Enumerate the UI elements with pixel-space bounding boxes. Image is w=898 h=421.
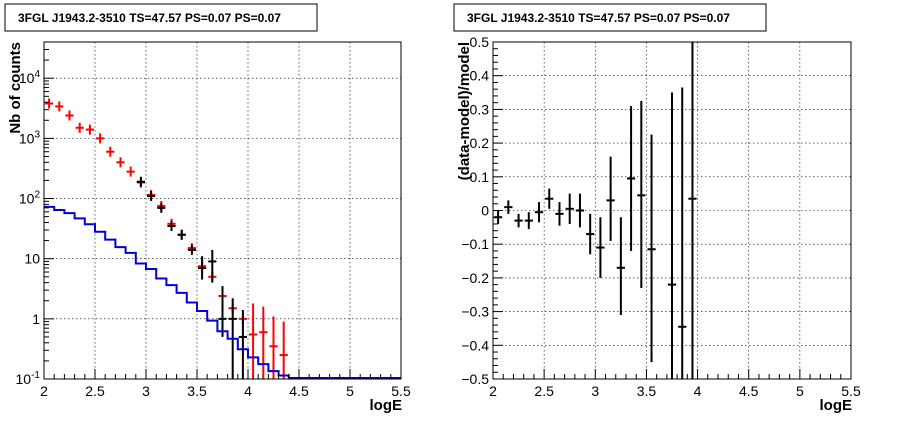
residual-x-tick-label: 3.5 <box>637 383 657 399</box>
residual-title: 3FGL J1943.2-3510 TS=47.57 PS=0.07 PS=0.… <box>467 11 730 25</box>
residual-y-tick-label: 0.5 <box>470 34 490 50</box>
counts-y-tick-label: 103 <box>19 129 41 146</box>
counts-ticks <box>43 41 402 380</box>
residual-y-tick-label: −0.3 <box>461 304 489 320</box>
residual-panel: 2 2.5 3 3.5 4 4.5 5 5.5 −0.5 −0.4 −0.3 −0.2 −0.1 0 0.1… <box>453 3 861 414</box>
counts-x-tick-label: 2.5 <box>85 383 105 399</box>
residual-x-axis-title: logE <box>820 397 853 414</box>
residual-x-tick-label: 5 <box>796 383 804 399</box>
counts-title: 3FGL J1943.2-3510 TS=47.57 PS=0.07 PS=0.… <box>18 11 281 25</box>
counts-y-axis-title: Nb of counts <box>7 42 24 134</box>
residual-x-tick-label: 5.5 <box>841 383 861 399</box>
counts-grid <box>44 42 401 379</box>
residual-y-axis-title: (data-model)/model <box>456 42 473 180</box>
counts-x-tick-label: 4 <box>244 383 252 399</box>
residual-y-tick-label: −0.2 <box>461 270 489 286</box>
residual-marks <box>494 42 697 379</box>
counts-title-frame <box>4 3 318 32</box>
residual-grid <box>493 41 851 379</box>
counts-y-tick-label: 102 <box>19 190 41 207</box>
residual-y-tick-label: 0 <box>481 203 489 219</box>
residual-x-tick-label: 2.5 <box>534 383 554 399</box>
counts-y-tick-label: 1 <box>32 311 40 327</box>
counts-x-tick-label: 5.5 <box>391 383 411 399</box>
counts-x-axis-title: logE <box>370 397 403 414</box>
counts-plot-frame <box>43 41 402 380</box>
residual-ticks <box>492 41 852 380</box>
counts-panel: 2 2.5 3 3.5 4 4.5 5 5.5 10-1 1 10 102 103 104 3FGL J1… <box>4 3 411 414</box>
residual-x-tick-label: 4.5 <box>739 383 759 399</box>
residual-x-tick-label: 2 <box>489 383 497 399</box>
counts-title-box: 3FGL J1943.2-3510 TS=47.57 PS=0.07 PS=0.… <box>4 3 318 32</box>
residual-y-tick-label: −0.5 <box>461 371 489 387</box>
residual-title-box: 3FGL J1943.2-3510 TS=47.57 PS=0.07 PS=0.… <box>453 3 767 32</box>
residual-x-tick-label: 4 <box>694 383 702 399</box>
residual-tick-labels: 2 2.5 3 3.5 4 4.5 5 5.5 −0.5 −0.4 −0.3 −0.2 −0.1 0 0.1… <box>461 34 861 399</box>
counts-y-tick-label: 104 <box>19 69 41 86</box>
residual-y-tick-label: 0.4 <box>470 68 490 84</box>
counts-marks <box>44 98 401 379</box>
counts-model-histogram <box>44 205 401 379</box>
residual-title-frame <box>453 3 767 32</box>
residual-y-tick-label: −0.4 <box>461 337 489 353</box>
residual-y-tick-label: −0.1 <box>461 236 489 252</box>
residual-x-tick-label: 3 <box>591 383 599 399</box>
counts-tick-labels: 2 2.5 3 3.5 4 4.5 5 5.5 10-1 1 10 102 103 104 <box>16 69 411 399</box>
residual-y-tick-label: 0.2 <box>470 135 490 151</box>
residual-y-tick-label: 0.3 <box>470 101 490 117</box>
counts-x-tick-label: 3 <box>142 383 150 399</box>
residual-y-tick-label: 0.1 <box>470 169 490 185</box>
counts-x-tick-label: 2 <box>40 383 48 399</box>
counts-x-tick-label: 5 <box>346 383 354 399</box>
counts-x-tick-label: 3.5 <box>187 383 207 399</box>
counts-y-tick-label: 10 <box>24 251 40 267</box>
counts-y-tick-label: 10-1 <box>16 370 41 387</box>
counts-x-tick-label: 4.5 <box>289 383 309 399</box>
